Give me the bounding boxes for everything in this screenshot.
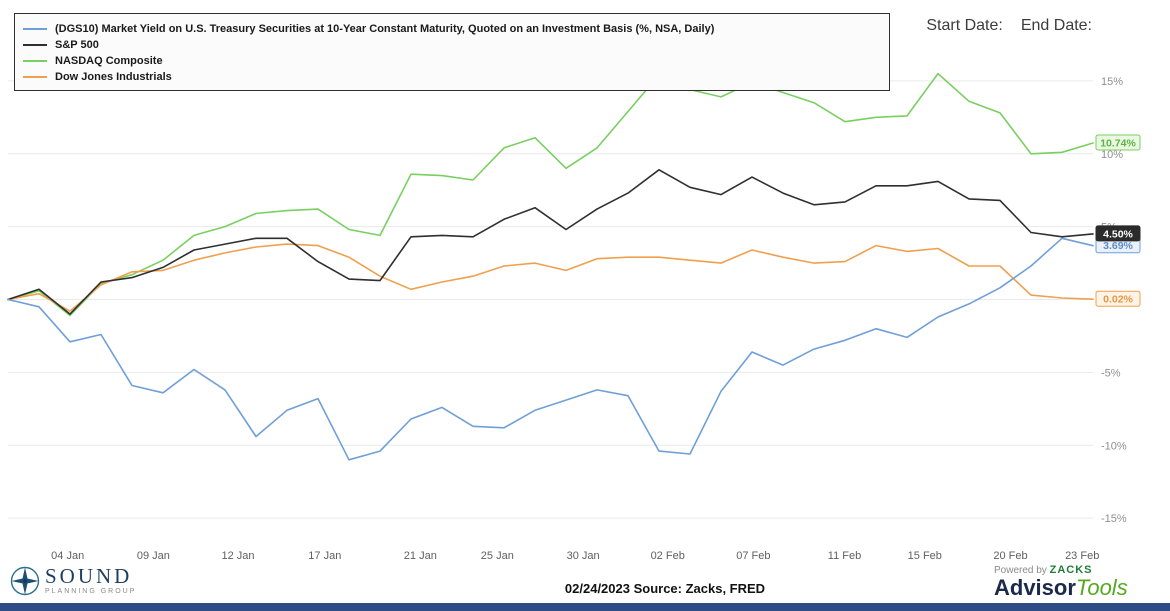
sound-logo-text: SOUND PLANNING GROUP [45, 564, 137, 596]
end-value-chip [1095, 134, 1141, 151]
sound-planning-group-logo: SOUND PLANNING GROUP [10, 566, 136, 601]
legend-label: S&P 500 [55, 39, 99, 51]
end-value-label: 0.02% [1103, 294, 1133, 306]
series-line [7, 243, 1094, 313]
end-value-label: 10.74% [1100, 138, 1136, 150]
x-axis-label: 02 Feb [651, 550, 685, 562]
end-value-label: 4.50% [1103, 228, 1133, 240]
legend-label: NASDAQ Composite [55, 55, 163, 67]
legend-label: (DGS10) Market Yield on U.S. Treasury Se… [55, 23, 715, 35]
x-axis-label: 11 Feb [828, 550, 861, 562]
x-axis-label: 23 Feb [1065, 550, 1099, 562]
series-line [7, 237, 1094, 461]
legend-item-2[interactable]: NASDAQ Composite [23, 53, 879, 69]
y-axis-label: 10% [1101, 149, 1123, 161]
zacks-brand-label: ZACKS [1049, 564, 1093, 576]
end-value-chip [1095, 225, 1141, 242]
x-axis-label: 20 Feb [993, 550, 1027, 562]
x-axis-label: 17 Jan [308, 550, 341, 562]
end-date-label[interactable]: End Date: [1020, 17, 1092, 34]
tools-word: Tools [1075, 575, 1128, 600]
x-axis-label: 07 Feb [736, 550, 770, 562]
y-axis-label: -5% [1101, 367, 1121, 379]
x-axis-label: 15 Feb [908, 550, 942, 562]
legend-label: Dow Jones Industrials [55, 71, 172, 83]
sound-logo-name: SOUND [45, 564, 133, 588]
advisor-word: Advisor [994, 575, 1076, 600]
powered-by-label: Powered by [994, 565, 1047, 576]
start-date-label[interactable]: Start Date: [926, 17, 1003, 34]
x-axis-label: 25 Jan [481, 550, 514, 562]
x-axis-label: 21 Jan [404, 550, 437, 562]
x-axis-label: 30 Jan [567, 550, 600, 562]
x-axis-label: 04 Jan [51, 550, 84, 562]
sound-logo-subtitle: PLANNING GROUP [45, 588, 137, 595]
legend-swatch [23, 76, 47, 78]
y-axis-label: -10% [1101, 440, 1127, 452]
series-line [7, 72, 1094, 317]
legend-swatch [23, 60, 47, 62]
legend-swatch [23, 28, 47, 30]
x-axis-label: 12 Jan [221, 550, 254, 562]
chart-date-and-source-caption: 02/24/2023 Source: Zacks, FRED [564, 581, 766, 596]
compass-icon [10, 566, 40, 601]
series-line [7, 169, 1094, 315]
legend-item-1[interactable]: S&P 500 [23, 37, 879, 53]
y-axis-label: -15% [1101, 513, 1127, 525]
legend-item-3[interactable]: Dow Jones Industrials [23, 69, 879, 85]
x-axis-label: 09 Jan [137, 550, 170, 562]
powered-by-line: Powered by ZACKS [994, 564, 1162, 576]
zacks-advisor-tools-logo: Powered by ZACKS AdvisorTools [994, 564, 1162, 600]
bottom-accent-bar [0, 603, 1170, 611]
end-value-label: 3.69% [1103, 240, 1133, 252]
advisor-tools-wordmark: AdvisorTools [994, 576, 1162, 600]
date-range-controls: Start Date: End Date: [926, 17, 1092, 35]
legend-item-0[interactable]: (DGS10) Market Yield on U.S. Treasury Se… [23, 21, 879, 37]
y-axis-label: 15% [1101, 76, 1123, 88]
end-value-chip [1095, 290, 1141, 307]
legend-swatch [23, 44, 47, 46]
chart-legend: (DGS10) Market Yield on U.S. Treasury Se… [14, 13, 890, 91]
